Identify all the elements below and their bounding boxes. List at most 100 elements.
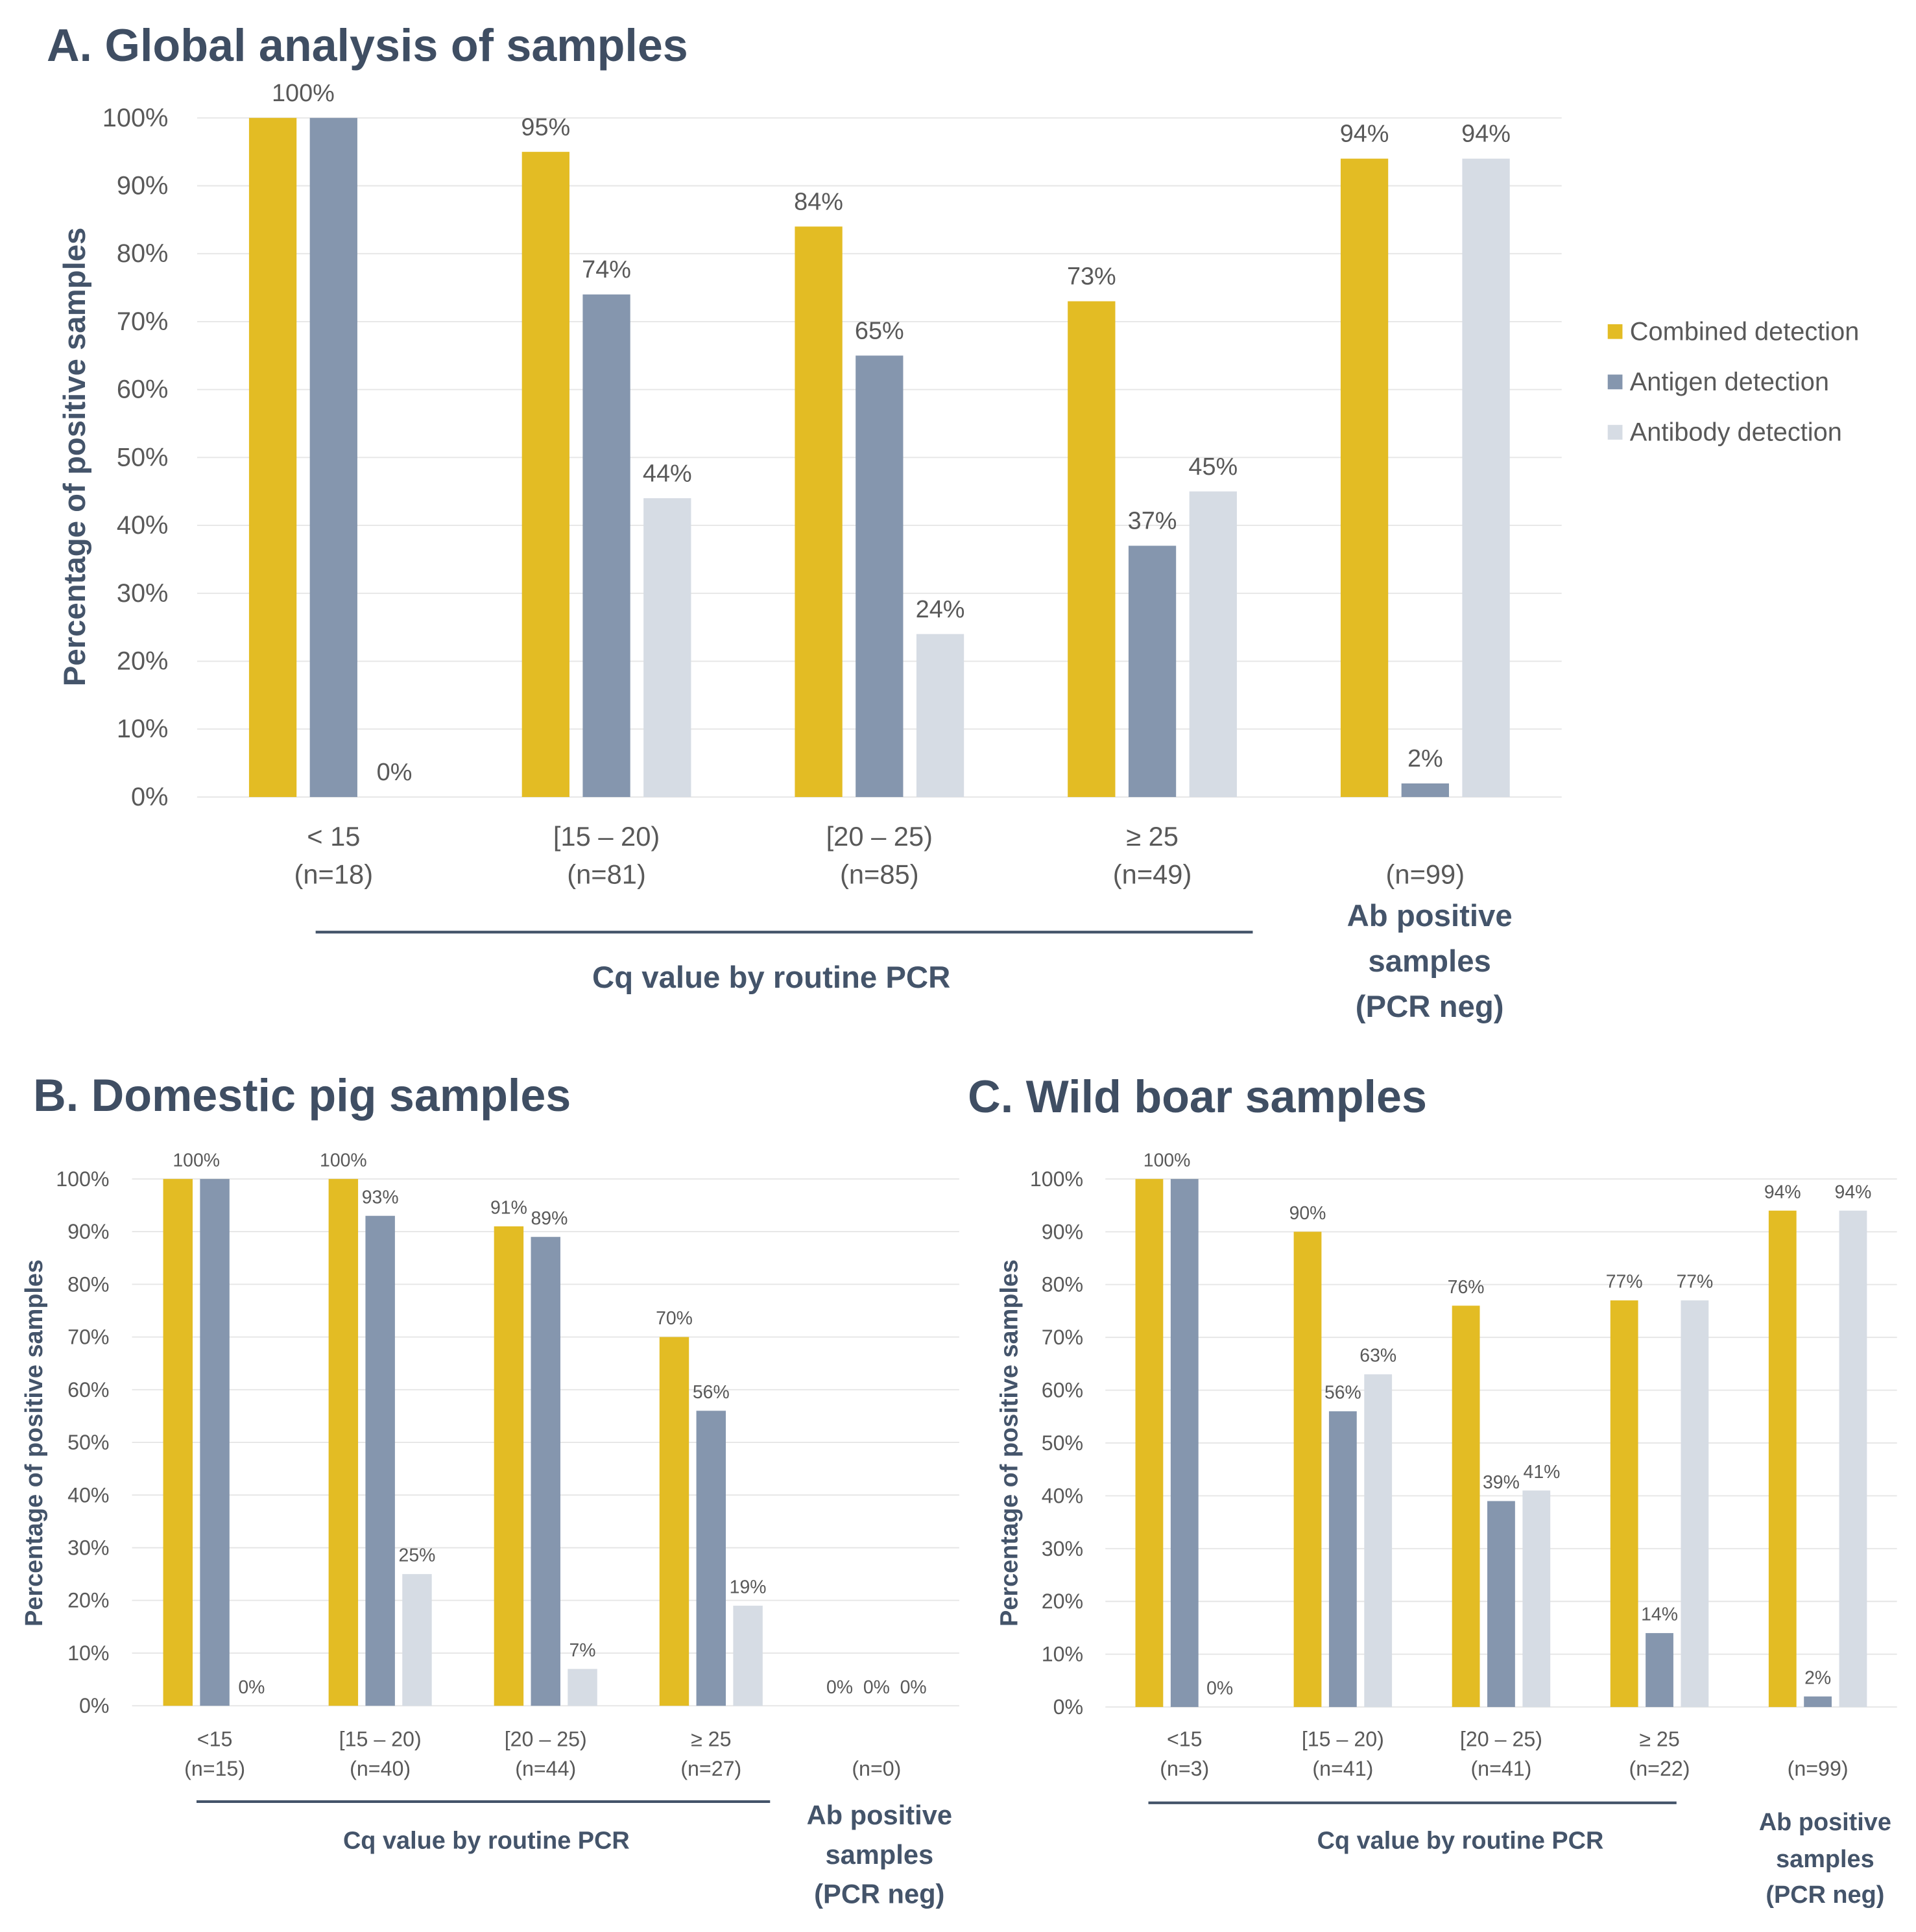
category-count: (n=0) bbox=[852, 1757, 901, 1780]
category-label: <15 bbox=[1167, 1727, 1203, 1750]
bar-antigen-detection bbox=[309, 117, 357, 797]
chart-title: A. Global analysis of samples bbox=[47, 20, 688, 71]
data-label-combined-detection: 90% bbox=[1289, 1203, 1326, 1224]
data-label-combined-detection: 91% bbox=[490, 1198, 527, 1219]
bar-antibody-detection bbox=[1462, 158, 1510, 797]
bar-antigen-detection bbox=[1804, 1696, 1832, 1708]
category-count: (n=44) bbox=[515, 1757, 576, 1780]
bar-combined-detection bbox=[248, 117, 297, 797]
y-tick-label: 30% bbox=[1042, 1537, 1083, 1560]
y-tick-label: 70% bbox=[117, 307, 169, 336]
bar-combined-detection bbox=[1340, 158, 1389, 797]
data-label-antibody-detection: 94% bbox=[1835, 1182, 1872, 1202]
data-label-combined-detection: 0% bbox=[826, 1677, 853, 1698]
bar-antigen-detection bbox=[1170, 1178, 1199, 1708]
bar-combined-detection bbox=[1068, 301, 1116, 797]
data-label-antibody-detection: 24% bbox=[916, 596, 965, 623]
bar-combined-detection bbox=[1135, 1178, 1164, 1708]
y-tick-label: 50% bbox=[67, 1431, 109, 1454]
bar-combined-detection bbox=[659, 1337, 689, 1706]
x-axis-title: Cq value by routine PCR bbox=[592, 960, 950, 995]
bar-antibody-detection bbox=[1189, 491, 1237, 797]
y-tick-label: 30% bbox=[117, 579, 169, 608]
category-label: ≥ 25 bbox=[1126, 821, 1179, 852]
y-tick-label: 90% bbox=[1042, 1220, 1083, 1243]
data-label-antibody-detection: 7% bbox=[569, 1640, 596, 1661]
bar-antibody-detection bbox=[733, 1605, 763, 1706]
y-tick-label: 90% bbox=[117, 172, 169, 200]
data-label-antigen-detection: 2% bbox=[1407, 745, 1443, 772]
group-label-line: (PCR neg) bbox=[1356, 990, 1504, 1024]
y-axis-title: Percentage of positive samples bbox=[58, 228, 92, 687]
data-label-combined-detection: 84% bbox=[794, 188, 843, 215]
group-label-line: samples bbox=[825, 1839, 933, 1870]
y-tick-label: 40% bbox=[1042, 1484, 1083, 1507]
category-count: (n=22) bbox=[1629, 1757, 1690, 1780]
data-label-antibody-detection: 41% bbox=[1524, 1462, 1561, 1483]
data-label-antigen-detection: 89% bbox=[531, 1208, 568, 1229]
category-count: (n=49) bbox=[1113, 859, 1192, 890]
bar-antibody-detection bbox=[1839, 1210, 1867, 1708]
bar-antigen-detection bbox=[1128, 545, 1177, 797]
category-count: (n=41) bbox=[1470, 1757, 1531, 1780]
y-tick-label: 50% bbox=[117, 443, 169, 471]
data-label-antibody-detection: 77% bbox=[1676, 1272, 1713, 1293]
bar-antibody-detection bbox=[1681, 1300, 1709, 1708]
y-tick-label: 100% bbox=[102, 104, 169, 132]
data-label-antibody-detection: 44% bbox=[643, 460, 692, 487]
data-label-combined-detection: 100% bbox=[173, 1150, 220, 1171]
y-tick-label: 10% bbox=[67, 1641, 109, 1665]
y-tick-label: 0% bbox=[1053, 1695, 1084, 1719]
data-label-antigen-detection: 14% bbox=[1641, 1604, 1678, 1625]
bar-antibody-detection bbox=[402, 1574, 432, 1706]
ab-positive-group-label: Ab positive samples (PCR neg) bbox=[807, 1800, 952, 1909]
data-labels: 100% 90% 76% 77% 94% 56% 39% 14% 2% 0% 63% 41% 77% 94… bbox=[1144, 1150, 1872, 1699]
group-label-line: (PCR neg) bbox=[1766, 1881, 1884, 1909]
bar-combined-detection bbox=[1610, 1300, 1638, 1708]
x-axis-categories: <15 (n=15) [15 – 20) (n=40) [20 – 25) (n=44) ≥… bbox=[184, 1727, 901, 1780]
group-label-line: Ab positive bbox=[1759, 1809, 1891, 1836]
bar-antibody-detection bbox=[643, 498, 691, 797]
y-axis-title: Percentage of positive samples bbox=[996, 1259, 1024, 1627]
bar-combined-detection bbox=[1768, 1210, 1797, 1708]
category-count: (n=27) bbox=[680, 1757, 741, 1780]
data-label-antibody-detection: 0% bbox=[1206, 1678, 1233, 1699]
bar-combined-detection bbox=[795, 226, 843, 797]
data-label-combined-detection: 100% bbox=[272, 80, 335, 107]
y-axis-ticks: 0% 10% 20% 30% 40% 50% 60% 70% 80% 90% 100% bbox=[1030, 1167, 1083, 1719]
data-label-combined-detection: 100% bbox=[1144, 1150, 1191, 1171]
legend-label: Antigen detection bbox=[1630, 368, 1829, 396]
data-label-antigen-detection: 39% bbox=[1483, 1472, 1520, 1493]
legend-swatch bbox=[1607, 324, 1623, 339]
data-label-antigen-detection: 56% bbox=[693, 1382, 730, 1403]
y-tick-label: 80% bbox=[117, 239, 169, 268]
bar-antigen-detection bbox=[1646, 1633, 1673, 1708]
category-label: [15 – 20) bbox=[339, 1727, 422, 1750]
y-tick-label: 30% bbox=[67, 1536, 109, 1559]
data-label-antigen-detection: 37% bbox=[1128, 508, 1177, 535]
category-count: (n=41) bbox=[1312, 1757, 1373, 1780]
chart-b-domestic-pig: B. Domestic pig samples Percentage of po… bbox=[21, 1070, 959, 1909]
bar-antigen-detection bbox=[1487, 1501, 1515, 1708]
x-axis-categories: <15 (n=3) [15 – 20) (n=41) [20 – 25) (n=41) ≥ … bbox=[1160, 1727, 1848, 1780]
data-label-combined-detection: 73% bbox=[1067, 263, 1116, 291]
gridlines bbox=[1105, 1178, 1897, 1708]
chart-title: C. Wild boar samples bbox=[968, 1071, 1427, 1122]
y-tick-label: 70% bbox=[67, 1326, 109, 1349]
chart-a-global-analysis: A. Global analysis of samples Percentage… bbox=[47, 20, 1859, 1024]
bar-combined-detection bbox=[1452, 1306, 1480, 1708]
y-tick-label: 20% bbox=[117, 647, 169, 676]
data-label-combined-detection: 95% bbox=[521, 113, 570, 141]
y-tick-label: 50% bbox=[1042, 1431, 1083, 1455]
chart-title: B. Domestic pig samples bbox=[33, 1070, 571, 1121]
y-tick-label: 60% bbox=[1042, 1379, 1083, 1402]
chart-c-wild-boar: C. Wild boar samples Percentage of posit… bbox=[968, 1071, 1897, 1909]
data-label-antibody-detection: 45% bbox=[1188, 453, 1238, 481]
category-label: <15 bbox=[197, 1727, 233, 1750]
group-label-line: (PCR neg) bbox=[814, 1878, 944, 1909]
data-label-antibody-detection: 0% bbox=[900, 1677, 927, 1698]
bar-combined-detection bbox=[1293, 1232, 1322, 1708]
legend-item-combined-detection: Combined detection bbox=[1607, 317, 1859, 346]
legend-swatch bbox=[1607, 374, 1623, 390]
data-labels: 100% 100% 91% 70% 0% 93% 89% 56% 0% 0% 25% 7% 19% 0% bbox=[173, 1150, 926, 1697]
